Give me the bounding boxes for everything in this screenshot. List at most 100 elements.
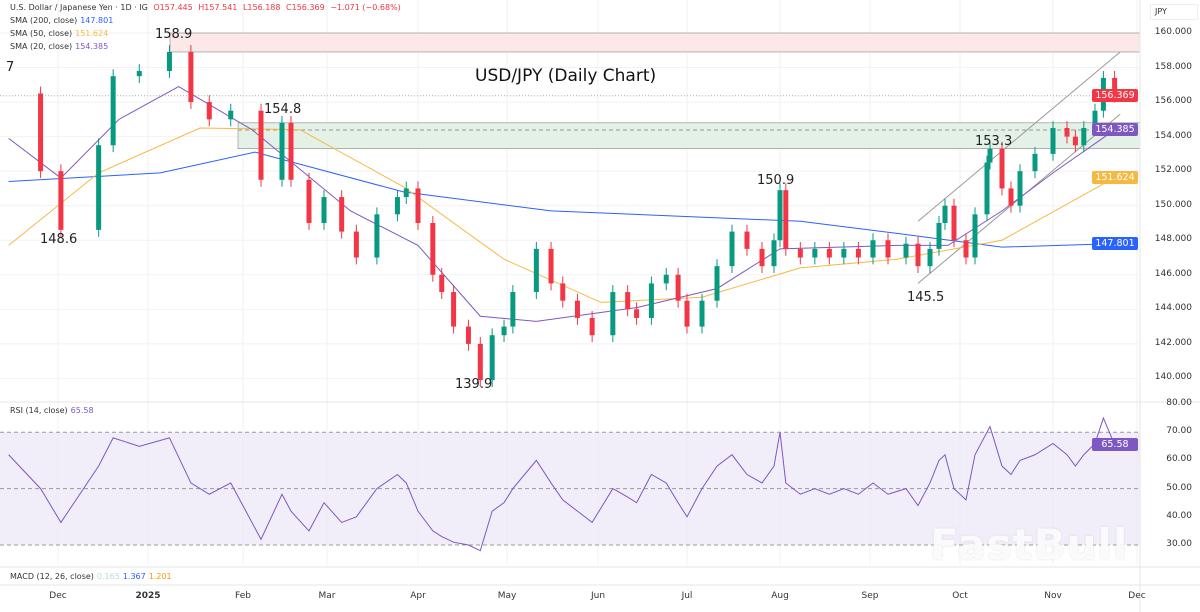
candle-body xyxy=(288,122,294,180)
candle-body xyxy=(1092,110,1098,128)
candle-body xyxy=(306,179,312,223)
x-tick-label: Nov xyxy=(1044,591,1062,601)
y-tick-label: 146.000 xyxy=(1154,268,1192,279)
candle-body xyxy=(110,76,116,146)
y-tick-label: 152.000 xyxy=(1154,165,1192,176)
candle-body xyxy=(684,300,690,327)
x-tick-label: Feb xyxy=(235,591,251,601)
y-tick-label: 156.000 xyxy=(1154,96,1192,107)
rsi-y-tick-label: 30.00 xyxy=(1166,539,1192,549)
candle-body xyxy=(589,317,595,336)
x-tick-label: 2025 xyxy=(135,591,161,601)
sma200-line xyxy=(8,151,1115,248)
candle-body xyxy=(353,231,359,258)
candle-body xyxy=(510,292,516,327)
rsi-value-tag: 65.58 xyxy=(1092,437,1138,451)
x-tick-label: Apr xyxy=(410,591,426,601)
candle-body xyxy=(451,292,457,327)
candle-body xyxy=(951,205,957,241)
y-tick-label: 148.000 xyxy=(1154,234,1192,245)
candle-body xyxy=(1050,127,1056,154)
y-tick-label: 144.000 xyxy=(1154,303,1192,314)
candle-body xyxy=(1112,77,1118,96)
y-tick-label: 158.000 xyxy=(1154,61,1192,72)
price-annotation: 145.5 xyxy=(907,290,945,305)
x-tick-label: Dec xyxy=(1128,591,1146,601)
legend-macd[interactable]: MACD (12, 26, close) 0.165 1.367 1.201 xyxy=(10,572,172,581)
price-tag: 156.369 xyxy=(1092,88,1138,102)
candle-body xyxy=(58,171,64,230)
candle-body xyxy=(206,102,212,120)
watermark: FastBull xyxy=(930,520,1129,569)
candle-body xyxy=(1064,127,1070,137)
x-tick-label: Dec xyxy=(49,591,67,601)
rsi-y-tick-label: 60.00 xyxy=(1166,454,1192,465)
rsi-y-tick-label: 70.00 xyxy=(1166,426,1192,437)
candle-body xyxy=(675,274,681,301)
candle-body xyxy=(841,248,847,258)
price-annotation: 150.9 xyxy=(757,173,795,188)
candle-body xyxy=(744,231,750,249)
candle-body xyxy=(188,51,194,103)
candle-body xyxy=(648,283,654,318)
y-tick-label: 150.000 xyxy=(1154,199,1192,210)
currency-button[interactable]: JPY xyxy=(1150,4,1198,20)
candle-body xyxy=(1032,153,1038,172)
candle-body xyxy=(430,222,436,275)
rsi-line xyxy=(8,416,1116,552)
x-tick-label: May xyxy=(497,591,517,601)
price-annotation: 7 xyxy=(6,60,15,75)
candle-body xyxy=(465,326,471,344)
x-tick-label: Jun xyxy=(590,591,606,601)
candle-body xyxy=(797,248,803,258)
x-tick-label: Mar xyxy=(318,591,336,601)
candle-body xyxy=(166,51,172,71)
candle-body xyxy=(394,197,400,215)
candle-body xyxy=(477,343,483,381)
x-tick-label: Oct xyxy=(952,591,968,601)
price-annotation: 154.8 xyxy=(264,102,302,117)
x-tick-label: Sep xyxy=(861,591,879,601)
candle-body xyxy=(415,188,421,223)
candle-body xyxy=(574,300,580,318)
candle-body xyxy=(714,266,720,301)
candle-body xyxy=(885,240,891,258)
candle-body xyxy=(548,248,554,284)
candle-body xyxy=(96,145,102,230)
y-tick-label: 142.000 xyxy=(1154,337,1192,348)
legend-sma50[interactable]: SMA (50, close) 151.624 xyxy=(10,29,109,38)
candle-body xyxy=(258,110,264,180)
candle-body xyxy=(777,190,783,241)
candle-body xyxy=(963,240,969,258)
candle-body xyxy=(533,248,539,293)
legend-sma200[interactable]: SMA (200, close) 147.801 xyxy=(10,16,114,25)
price-annotation: 148.6 xyxy=(40,232,78,247)
candle-body xyxy=(999,148,1005,189)
resistance-zone xyxy=(169,32,1141,53)
y-tick-label: 154.000 xyxy=(1154,130,1192,141)
candle-body xyxy=(936,222,942,249)
candle-body xyxy=(855,248,861,258)
x-tick-label: Jul xyxy=(681,591,693,601)
candle-body xyxy=(610,292,616,336)
legend-sma20[interactable]: SMA (20, close) 154.385 xyxy=(10,42,109,51)
price-annotation: 139.9 xyxy=(455,377,493,392)
price-tag: 147.801 xyxy=(1092,236,1138,250)
candle-body xyxy=(625,292,631,310)
candle-body xyxy=(972,214,978,258)
candle-body xyxy=(915,243,921,267)
candle-body xyxy=(560,283,566,301)
candle-body xyxy=(374,214,380,258)
candle-body xyxy=(663,274,669,284)
price-annotation: 153.3 xyxy=(975,134,1013,149)
sma50-line xyxy=(8,127,1115,303)
candle-body xyxy=(1017,171,1023,206)
candle-body xyxy=(927,248,933,267)
candle-body xyxy=(439,274,445,293)
candle-body xyxy=(699,300,705,327)
candle-body xyxy=(1072,136,1078,146)
x-tick-label: Aug xyxy=(771,591,789,601)
price-tag: 154.385 xyxy=(1092,122,1138,136)
legend-rsi[interactable]: RSI (14, close) 65.58 xyxy=(10,406,94,415)
candle-body xyxy=(826,248,832,258)
